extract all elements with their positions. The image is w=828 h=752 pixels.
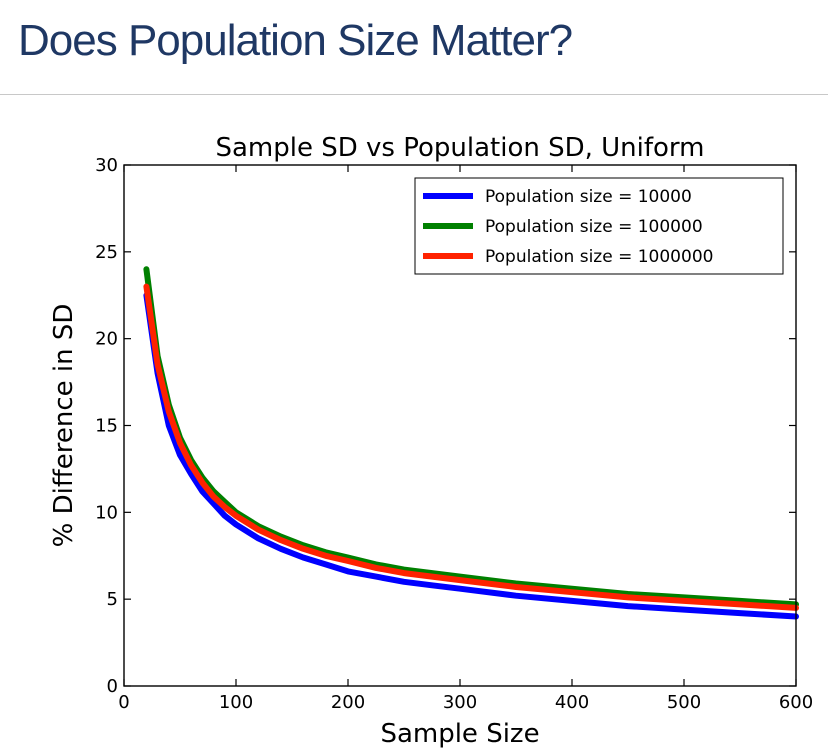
x-axis-label: Sample Size (380, 719, 539, 749)
x-tick-label: 500 (667, 692, 701, 713)
x-tick-label: 100 (219, 692, 253, 713)
series-line-3 (143, 283, 799, 611)
x-tick-label: 600 (779, 692, 813, 713)
y-tick-label: 15 (95, 416, 118, 437)
legend: Population size = 10000 Population size =… (414, 177, 784, 275)
y-axis-label: % Difference in SD (49, 304, 79, 548)
chart-title: Sample SD vs Population SD, Uniform (215, 133, 704, 163)
slide-title: Does Population Size Matter? (18, 16, 573, 65)
series-line-2 (143, 266, 799, 608)
series-line-1 (143, 292, 799, 620)
title-divider (0, 94, 828, 95)
y-tick-label: 10 (95, 502, 118, 523)
y-tick-label: 30 (95, 155, 118, 176)
y-tick-label: 5 (107, 589, 118, 610)
plot-series-group (143, 266, 799, 620)
x-tick-label: 200 (331, 692, 365, 713)
x-tick-label: 300 (443, 692, 477, 713)
legend-box (414, 177, 784, 275)
x-tick-label: 0 (118, 692, 129, 713)
legend-label: Population size = 10000 (485, 187, 692, 207)
y-tick-label: 25 (95, 242, 118, 263)
x-tick-label: 400 (555, 692, 589, 713)
y-tick-label: 0 (107, 676, 118, 697)
tick-group: 0 100 200 300 400 500 600 0 5 10 15 20 25 30 (95, 155, 813, 713)
legend-label: Population size = 1000000 (485, 247, 713, 267)
legend-label: Population size = 100000 (485, 217, 703, 237)
y-tick-label: 20 (95, 329, 118, 350)
